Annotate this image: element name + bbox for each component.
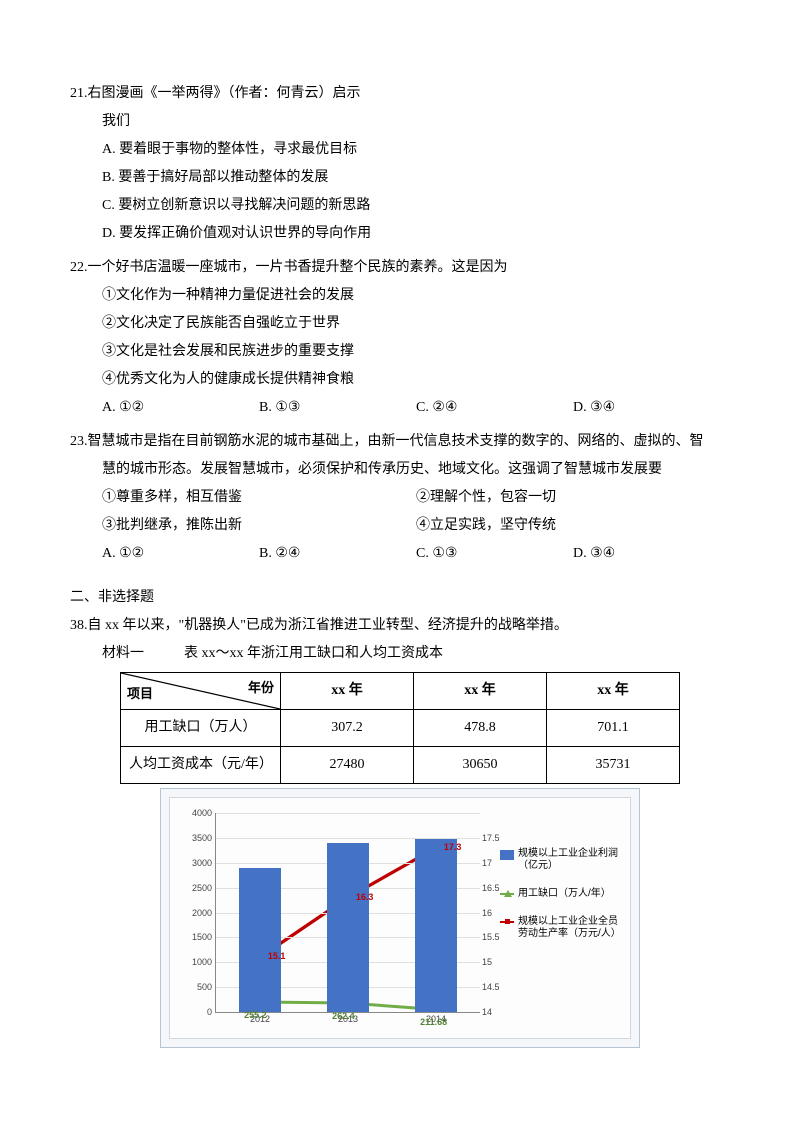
q22-stmt-2: ②文化决定了民族能否自强屹立于世界 — [70, 310, 730, 338]
legend-item-red: 规模以上工业企业全员劳动生产率（万元/人） — [500, 916, 620, 940]
q21-stem-1: 21.右图漫画《一举两得》（作者：何青云）启示 — [70, 80, 730, 108]
y-right-tick: 14 — [482, 1003, 504, 1021]
table-col-3: xx 年 — [547, 673, 680, 710]
question-21: 21.右图漫画《一举两得》（作者：何青云）启示 我们 A. 要着眼于事物的整体性… — [70, 80, 730, 248]
q23-options: A. ①② B. ②④ C. ①③ D. ③④ — [70, 540, 730, 568]
q38-stem: 38.自 xx 年以来，"机器换人"已成为浙江省推进工业转型、经济提升的战略举措… — [70, 612, 730, 640]
q38-material-1: 材料一 表 xx～xx 年浙江用工缺口和人均工资成本 — [70, 640, 730, 668]
legend-swatch-bar — [500, 850, 514, 860]
q23-number: 23. — [70, 434, 88, 449]
table-cell: 30650 — [414, 747, 547, 784]
q21-option-a[interactable]: A. 要着眼于事物的整体性，寻求最优目标 — [70, 136, 730, 164]
q21-option-c[interactable]: C. 要树立创新意识以寻找解决问题的新思路 — [70, 192, 730, 220]
q22-stmt-3: ③文化是社会发展和民族进步的重要支撑 — [70, 338, 730, 366]
q22-options: A. ①② B. ①③ C. ②④ D. ③④ — [70, 394, 730, 422]
question-22: 22.一个好书店温暖一座城市，一片书香提升整个民族的素养。这是因为 ①文化作为一… — [70, 254, 730, 422]
legend-swatch-green — [500, 893, 514, 895]
y-right-tick: 17.5 — [482, 829, 504, 847]
table-cell: 35731 — [547, 747, 680, 784]
chart-label-red: 15.1 — [268, 947, 286, 965]
y-left-tick: 1000 — [186, 953, 212, 971]
q23-stmt-4: ④立足实践，坚守传统 — [416, 512, 730, 540]
q22-option-b[interactable]: B. ①③ — [259, 394, 416, 422]
q23-stmt-row-1: ①尊重多样，相互借鉴 ②理解个性，包容一切 — [70, 484, 730, 512]
table-row-label: 人均工资成本（元/年） — [121, 747, 281, 784]
table-cell: 701.1 — [547, 710, 680, 747]
labor-cost-table: 项目 年份 xx 年 xx 年 xx 年 用工缺口（万人） 307.2 478.… — [120, 672, 680, 784]
chart-bar — [327, 843, 369, 1012]
q21-option-b[interactable]: B. 要善于搞好局部以推动整体的发展 — [70, 164, 730, 192]
y-left-tick: 1500 — [186, 928, 212, 946]
table-cell: 478.8 — [414, 710, 547, 747]
combo-chart: 0 500 1000 1500 2000 2500 3000 3500 4000 14 14.5 15… — [160, 788, 640, 1048]
q22-option-c[interactable]: C. ②④ — [416, 394, 573, 422]
table-row: 人均工资成本（元/年） 27480 30650 35731 — [121, 747, 680, 784]
y-left-tick: 3000 — [186, 854, 212, 872]
y-left-tick: 500 — [186, 978, 212, 996]
table-row: 用工缺口（万人） 307.2 478.8 701.1 — [121, 710, 680, 747]
q23-option-a[interactable]: A. ①② — [102, 540, 259, 568]
y-left-tick: 4000 — [186, 804, 212, 822]
chart-label-red: 17.3 — [444, 838, 462, 856]
chart-label-green: 255.2 — [244, 1006, 267, 1024]
q23-stmt-3: ③批判继承，推陈出新 — [102, 512, 416, 540]
table-cell: 27480 — [281, 747, 414, 784]
question-23: 23.智慧城市是指在目前钢筋水泥的城市基础上，由新一代信息技术支撑的数字的、网络… — [70, 428, 730, 568]
q22-option-a[interactable]: A. ①② — [102, 394, 259, 422]
chart-label-green: 211.68 — [420, 1013, 447, 1031]
q23-stem-2: 慧的城市形态。发展智慧城市，必须保护和传承历史、地域文化。这强调了智慧城市发展要 — [70, 456, 730, 484]
q21-option-d[interactable]: D. 要发挥正确价值观对认识世界的导向作用 — [70, 220, 730, 248]
chart-plot-area: 050010001500200025003000350040001414.515… — [215, 813, 480, 1013]
section-2-title: 二、非选择题 — [70, 584, 730, 612]
table-diag-header: 项目 年份 — [121, 673, 281, 710]
q21-number: 21. — [70, 86, 88, 101]
table-cell: 307.2 — [281, 710, 414, 747]
q23-stmt-row-2: ③批判继承，推陈出新 ④立足实践，坚守传统 — [70, 512, 730, 540]
q22-stem: 22.一个好书店温暖一座城市，一片书香提升整个民族的素养。这是因为 — [70, 254, 730, 282]
legend-item-green: 用工缺口（万人/年） — [500, 888, 620, 900]
q23-stmt-1: ①尊重多样，相互借鉴 — [102, 484, 416, 512]
y-left-tick: 2500 — [186, 879, 212, 897]
table-col-2: xx 年 — [414, 673, 547, 710]
q38-mat1-label: 材料一 — [102, 640, 144, 668]
y-right-tick: 14.5 — [482, 978, 504, 996]
legend-item-bar: 规模以上工业企业利润（亿元） — [500, 848, 620, 872]
table-row: 项目 年份 xx 年 xx 年 xx 年 — [121, 673, 680, 710]
table-col-1: xx 年 — [281, 673, 414, 710]
chart-bar — [415, 839, 457, 1012]
q22-stmt-4: ④优秀文化为人的健康成长提供精神食粮 — [70, 366, 730, 394]
chart-bar — [239, 868, 281, 1012]
table-row-label: 用工缺口（万人） — [121, 710, 281, 747]
q22-stmt-1: ①文化作为一种精神力量促进社会的发展 — [70, 282, 730, 310]
chart-label-green: 262.4 — [332, 1007, 355, 1025]
question-38: 38.自 xx 年以来，"机器换人"已成为浙江省推进工业转型、经济提升的战略举措… — [70, 612, 730, 1048]
q23-option-c[interactable]: C. ①③ — [416, 540, 573, 568]
q23-option-d[interactable]: D. ③④ — [573, 540, 730, 568]
chart-inner: 0 500 1000 1500 2000 2500 3000 3500 4000 14 14.5 15… — [169, 797, 631, 1039]
q22-option-d[interactable]: D. ③④ — [573, 394, 730, 422]
y-left-tick: 2000 — [186, 904, 212, 922]
chart-label-red: 16.3 — [356, 888, 374, 906]
y-left-tick: 0 — [186, 1003, 212, 1021]
q23-option-b[interactable]: B. ②④ — [259, 540, 416, 568]
q23-stem-1: 23.智慧城市是指在目前钢筋水泥的城市基础上，由新一代信息技术支撑的数字的、网络… — [70, 428, 730, 456]
chart-legend: 规模以上工业企业利润（亿元） 用工缺口（万人/年） 规模以上工业企业全员劳动生产… — [500, 848, 620, 956]
q21-stem-2: 我们 — [70, 108, 730, 136]
q38-mat1-title: 表 xx～xx 年浙江用工缺口和人均工资成本 — [184, 640, 443, 668]
legend-swatch-red — [500, 921, 514, 923]
q38-number: 38. — [70, 618, 88, 633]
q23-stmt-2: ②理解个性，包容一切 — [416, 484, 730, 512]
q22-number: 22. — [70, 260, 88, 275]
y-left-tick: 3500 — [186, 829, 212, 847]
